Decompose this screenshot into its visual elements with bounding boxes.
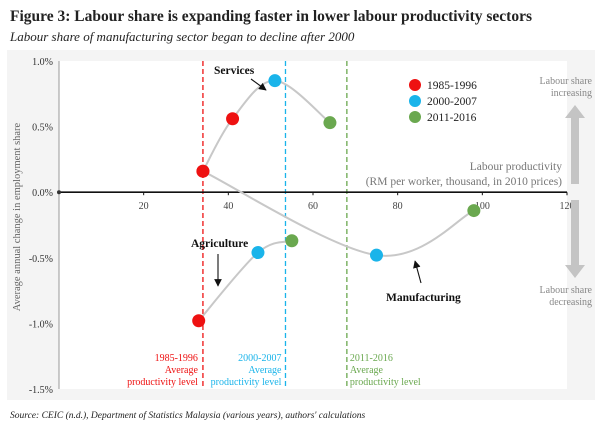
- chart-frame: 1.0% 0.5% 0.0% -0.5% -1.0% -1.5% 1985-1996 Aver…: [7, 50, 595, 400]
- x-tick-label: 40: [223, 201, 233, 212]
- y-tick-label: 0.0%: [32, 188, 53, 199]
- average-productivity-label: productivity level: [350, 377, 421, 388]
- x-axis-title-units: (RM per worker, thousand, in 2010 prices…: [366, 176, 562, 188]
- average-productivity-label: productivity level: [211, 377, 282, 388]
- chart-title: Figure 3: Labour share is expanding fast…: [10, 8, 533, 25]
- chart-subtitle: Labour share of manufacturing sector beg…: [10, 29, 355, 44]
- x-tick-label: 60: [308, 201, 318, 212]
- data-point: [251, 246, 265, 260]
- y-axis-title: Average annual change in employment shar…: [12, 122, 23, 311]
- data-point: [285, 234, 299, 248]
- x-tick-label: 20: [139, 201, 149, 212]
- trend-curve: [202, 79, 331, 172]
- annotation-manufacturing: Manufacturing: [386, 292, 461, 304]
- annotation-services: Services: [214, 65, 255, 77]
- labour-share-increasing-label: Labour share: [540, 76, 593, 87]
- data-point: [370, 248, 383, 262]
- data-point: [192, 314, 206, 328]
- y-tick-label: 1.0%: [32, 57, 53, 68]
- average-productivity-label: Average: [165, 365, 199, 376]
- source-note: Source: CEIC (n.d.), Department of Stati…: [10, 411, 366, 421]
- data-point: [268, 74, 282, 88]
- legend-marker: [409, 111, 421, 123]
- x-tick-label: 120: [560, 201, 575, 212]
- labour-share-decreasing-label: Labour share: [540, 285, 593, 296]
- annotation-arrow: [250, 78, 267, 91]
- decreasing-arrow-icon: [565, 200, 585, 278]
- legend-marker: [409, 79, 421, 91]
- legend-label: 2000-2007: [427, 96, 477, 108]
- average-productivity-label: 1985-1996: [155, 353, 198, 364]
- data-point: [196, 164, 210, 178]
- average-productivity-label: 2000-2007: [238, 353, 281, 364]
- annotation-agriculture: Agriculture: [191, 238, 248, 250]
- y-tick-label: -1.5%: [29, 385, 53, 396]
- x-tick-label: 80: [393, 201, 403, 212]
- plot-area: [59, 61, 567, 389]
- legend-label: 1985-1996: [427, 80, 477, 92]
- y-tick-label: -1.0%: [29, 319, 53, 330]
- x-tick-label: 100: [475, 201, 490, 212]
- average-productivity-label: productivity level: [127, 377, 198, 388]
- x-axis-title: Labour productivity: [470, 161, 563, 173]
- x-origin-dot: [57, 190, 61, 195]
- y-tick-label: -0.5%: [29, 254, 53, 265]
- labour-share-increasing-label: increasing: [551, 88, 592, 99]
- increasing-arrow-icon: [565, 105, 585, 184]
- labour-share-decreasing-label: decreasing: [549, 297, 592, 308]
- y-tick-label: 0.5%: [32, 123, 53, 134]
- legend-marker: [409, 95, 421, 107]
- annotation-arrow: [413, 260, 422, 284]
- average-productivity-label: 2011-2016: [350, 353, 393, 364]
- data-point: [226, 112, 240, 126]
- data-point: [467, 204, 481, 218]
- chart-svg: 1.0%0.5%0.0%-0.5%-1.0%-1.5%1985-1996Aver…: [12, 57, 593, 396]
- data-point: [323, 116, 337, 130]
- average-productivity-label: Average: [248, 365, 282, 376]
- average-productivity-label: Average: [350, 365, 384, 376]
- legend-label: 2011-2016: [427, 112, 477, 124]
